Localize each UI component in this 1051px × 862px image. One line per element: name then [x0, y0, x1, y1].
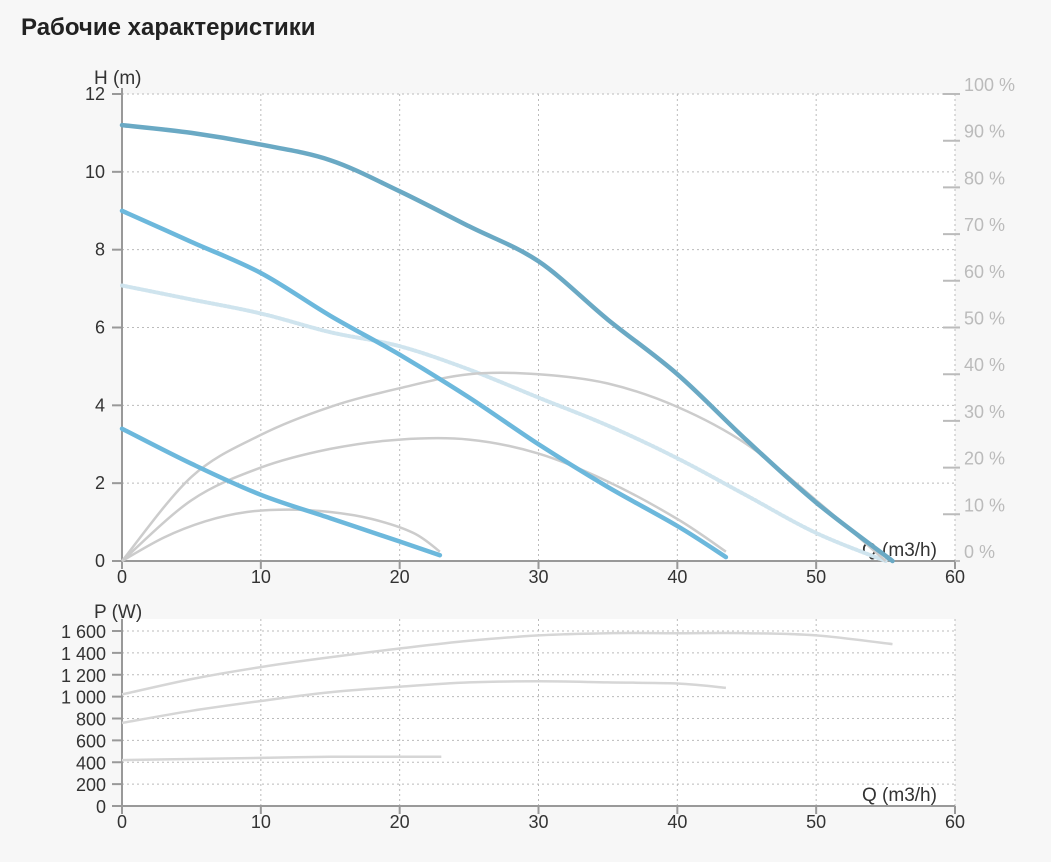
- page-title: Рабочие характеристики: [21, 14, 316, 41]
- power-curve-1: [121, 631, 893, 696]
- x-tick-label: 0: [117, 567, 127, 587]
- y-tick-label: 2: [95, 473, 105, 493]
- x-tick-label: 10: [251, 567, 271, 587]
- y2-tick-label: 10 %: [964, 495, 1005, 515]
- y-tick-label: 12: [85, 84, 105, 104]
- y-tick-label: 4: [95, 395, 105, 415]
- head-curve-1: [119, 122, 895, 564]
- y-tick-label: 6: [95, 318, 105, 338]
- x-tick-label: 20: [390, 812, 410, 832]
- efficiency-curve-4: [121, 508, 441, 563]
- y-tick-label: 200: [76, 775, 106, 795]
- y-tick-label: 8: [95, 240, 105, 260]
- y-tick-label: 600: [76, 731, 106, 751]
- efficiency-curve-3: [121, 436, 727, 562]
- power-curve-3: [121, 755, 442, 762]
- y2-tick-label: 0 %: [964, 542, 995, 562]
- y-tick-label: 0: [95, 551, 105, 571]
- power-curve-2: [121, 680, 727, 725]
- x-tick-label: 20: [390, 567, 410, 587]
- y2-tick-label: 60 %: [964, 262, 1005, 282]
- y-axis-label: H (m): [94, 68, 141, 89]
- y-tick-label: 1 000: [61, 688, 106, 708]
- efficiency-curve-1: [120, 283, 888, 563]
- y-tick-label: 0: [96, 797, 106, 817]
- x-tick-label: 40: [667, 567, 687, 587]
- y-axis-label: P (W): [94, 602, 142, 623]
- x-tick-label: 40: [667, 812, 687, 832]
- x-tick-label: 10: [251, 812, 271, 832]
- plot-area: [122, 619, 955, 806]
- y2-tick-label: 90 %: [964, 122, 1005, 142]
- y-tick-label: 800: [76, 710, 106, 730]
- head-efficiency-chart: 0 10 20 30 40 50 60 0 2 4 6 8 10 12 0 % 10 % 20 % 30 % 40 …: [85, 68, 1015, 587]
- y2-tick-label: 40 %: [964, 355, 1005, 375]
- y2-tick-label: 80 %: [964, 168, 1005, 188]
- y-tick-label: 400: [76, 753, 106, 773]
- x-tick-label: 30: [528, 812, 548, 832]
- x-tick-label: 0: [117, 812, 127, 832]
- y2-tick-label: 50 %: [964, 309, 1005, 329]
- y-tick-label: 10: [85, 162, 105, 182]
- x-tick-label: 60: [945, 567, 965, 587]
- y2-tick-label: 30 %: [964, 402, 1005, 422]
- x-tick-label: 50: [806, 812, 826, 832]
- x-tick-label: 50: [806, 567, 826, 587]
- y-tick-label: 1 400: [61, 644, 106, 664]
- y2-tick-label: 100 %: [964, 75, 1015, 95]
- y-tick-label: 1 600: [61, 622, 106, 642]
- head-curve-2: [119, 208, 729, 560]
- x-tick-label: 30: [528, 567, 548, 587]
- x-tick-label: 60: [945, 812, 965, 832]
- y-tick-label: 1 200: [61, 666, 106, 686]
- head-curve-3: [119, 426, 443, 558]
- y2-tick-label: 20 %: [964, 449, 1005, 469]
- x-axis-label: Q (m3/h): [862, 785, 937, 806]
- y2-tick-label: 70 %: [964, 215, 1005, 235]
